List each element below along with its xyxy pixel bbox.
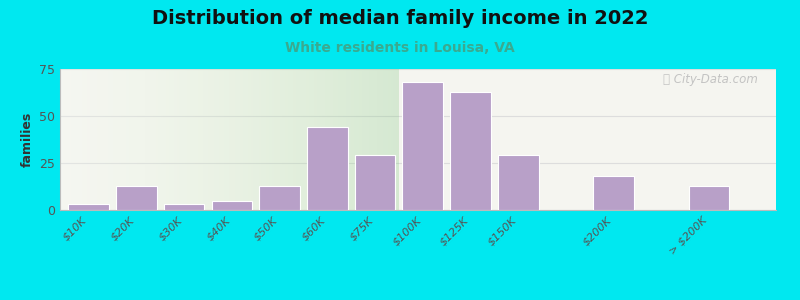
Bar xyxy=(594,176,634,210)
Text: ⓘ City-Data.com: ⓘ City-Data.com xyxy=(663,73,758,86)
Text: White residents in Louisa, VA: White residents in Louisa, VA xyxy=(285,40,515,55)
Bar xyxy=(354,155,395,210)
Bar xyxy=(116,186,157,210)
Bar xyxy=(307,127,347,210)
Bar xyxy=(211,201,252,210)
Bar xyxy=(164,204,204,210)
Bar xyxy=(689,186,730,210)
Text: Distribution of median family income in 2022: Distribution of median family income in … xyxy=(152,9,648,28)
Bar xyxy=(68,204,109,210)
Bar xyxy=(450,92,490,210)
Bar xyxy=(498,155,538,210)
Bar xyxy=(402,82,443,210)
Bar xyxy=(259,186,300,210)
Y-axis label: families: families xyxy=(21,112,34,167)
